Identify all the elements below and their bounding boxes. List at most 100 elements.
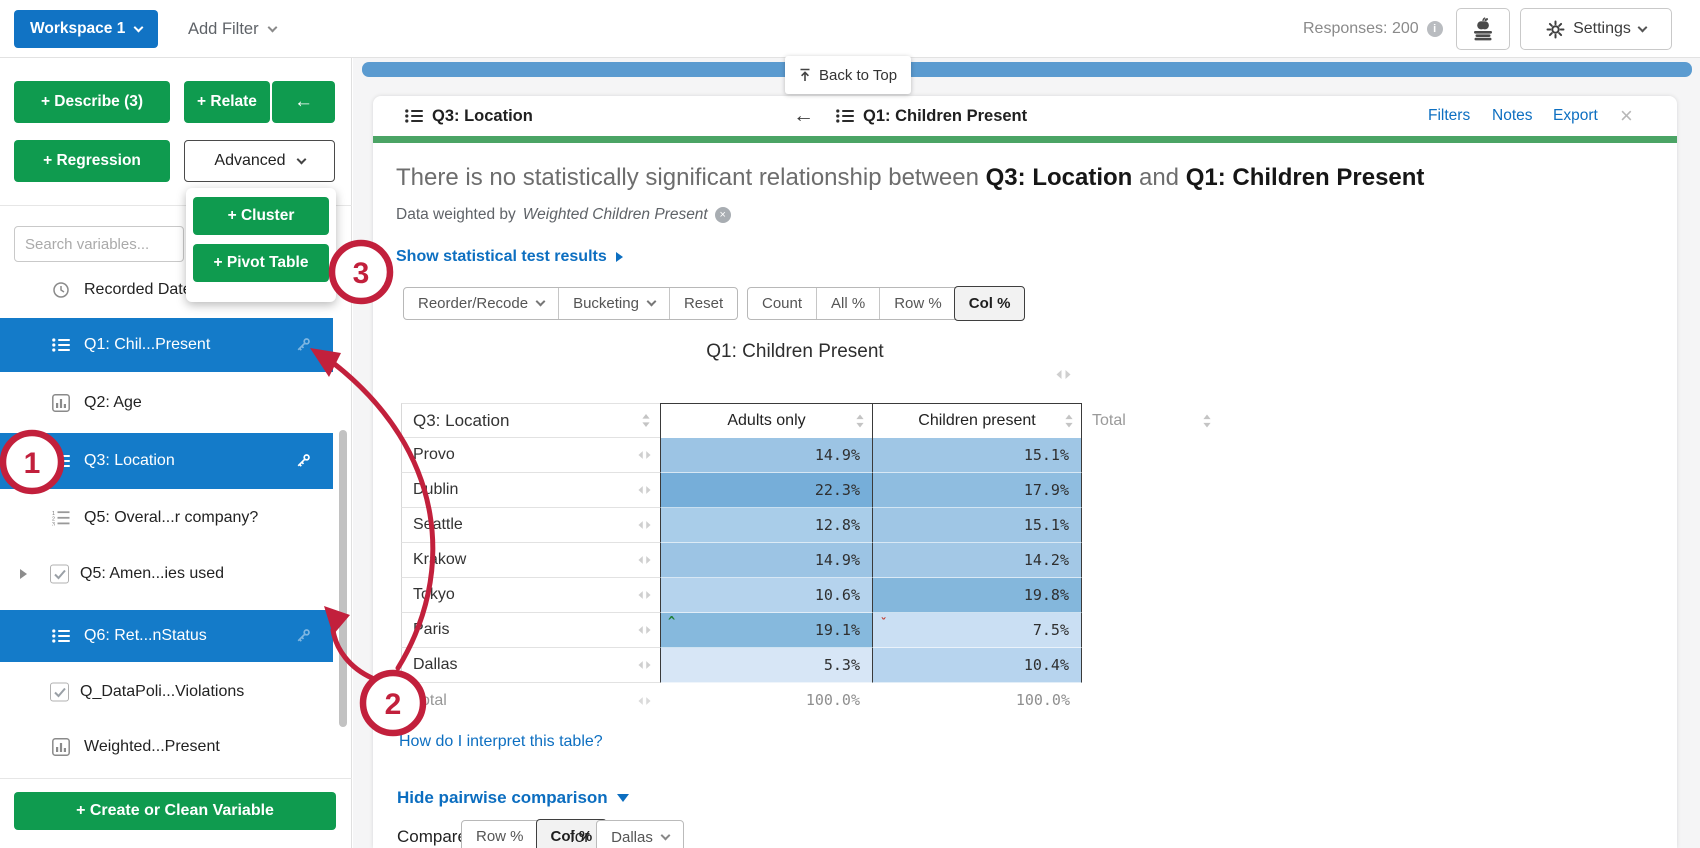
cell-value: 15.1% — [872, 438, 1082, 473]
cell-value: 100.0% — [660, 683, 872, 718]
info-icon[interactable]: i — [1426, 21, 1443, 37]
responses-label: Responses: 200 — [1303, 20, 1419, 37]
back-to-top-label: Back to Top — [819, 66, 898, 84]
compare-label: Compare — [397, 827, 467, 846]
sort-icon[interactable] — [1202, 413, 1212, 428]
workspace-label: Workspace 1 — [30, 20, 126, 37]
row-pager-icon[interactable] — [638, 621, 651, 639]
notes-link[interactable]: Notes — [1492, 107, 1533, 124]
left-variable-label: Q3: Location — [432, 106, 533, 125]
cell-value: 17.9% — [872, 473, 1082, 508]
sidebar-item-q5-amenities[interactable]: Q5: Amen...ies used — [0, 548, 333, 600]
cluster-button[interactable]: + Cluster — [193, 197, 329, 235]
sort-icon[interactable] — [855, 414, 865, 429]
count-mode-button[interactable]: Count — [762, 295, 803, 312]
close-card-button[interactable]: × — [1620, 96, 1633, 136]
compare-col-percent-button[interactable]: Col % — [535, 819, 608, 848]
collapse-sidebar-button[interactable]: ← — [272, 81, 335, 123]
compare-row-percent-button[interactable]: Row % — [476, 828, 524, 845]
advanced-dropdown-menu: + Cluster + Pivot Table — [186, 188, 336, 302]
row-pager-icon[interactable] — [638, 516, 651, 534]
sidebar-scrollbar[interactable] — [339, 430, 347, 727]
row-percent-mode-button[interactable]: Row % — [879, 288, 956, 319]
weighting-note: Data weighted by Weighted Children Prese… — [396, 206, 731, 224]
cell-value: 10.4% — [872, 648, 1082, 683]
filters-link[interactable]: Filters — [1428, 107, 1471, 124]
sidebar-item-recorded-date[interactable]: Recorded Date — [0, 264, 333, 316]
chevron-down-icon — [267, 22, 278, 32]
sidebar-item-q3-location[interactable]: Q3: Location — [0, 433, 333, 489]
sidebar-item-q2-age[interactable]: Q2: Age — [0, 376, 333, 429]
workspace-button[interactable]: Workspace 1 — [14, 10, 159, 48]
svg-text:2: 2 — [52, 517, 55, 523]
checkbox-icon[interactable] — [50, 564, 69, 584]
card-right-variable: Q1: Children Present — [836, 96, 1027, 136]
search-input[interactable] — [14, 226, 184, 262]
relate-button[interactable]: + Relate — [184, 81, 270, 123]
sort-icon[interactable] — [1064, 414, 1074, 429]
add-filter-label: Add Filter — [188, 19, 259, 38]
col-percent-mode-button[interactable]: Col % — [953, 286, 1026, 321]
swap-variables-control[interactable]: ← — [793, 96, 814, 136]
remove-weight-icon[interactable]: × — [714, 207, 731, 223]
hide-pairwise-link[interactable]: Hide pairwise comparison — [397, 788, 629, 808]
key-icon[interactable] — [295, 628, 311, 644]
row-label: Krakow — [413, 551, 467, 568]
key-icon[interactable] — [295, 453, 311, 469]
arrow-left-icon: ← — [294, 91, 313, 112]
cell-value: 5.3% — [660, 648, 872, 683]
row-label: Dublin — [413, 481, 459, 498]
table-total-row: Total 100.0% 100.0% — [401, 683, 1240, 718]
table-row: Seattle 12.8% 15.1% — [401, 508, 1240, 543]
expand-caret-icon[interactable] — [20, 569, 27, 579]
sidebar-item-q1-children-present[interactable]: Q1: Chil...Present — [0, 318, 333, 372]
cell-value: 15.1% — [872, 508, 1082, 543]
export-link[interactable]: Export — [1553, 107, 1598, 124]
card-accent-bar — [373, 136, 1677, 143]
table-row: Provo 14.9% 15.1% — [401, 438, 1240, 473]
add-filter-button[interactable]: Add Filter — [188, 0, 278, 58]
row-pager-icon[interactable] — [638, 692, 651, 710]
sidebar-item-q6-return-status[interactable]: Q6: Ret...nStatus — [0, 610, 333, 662]
row-pager-icon[interactable] — [638, 481, 651, 499]
row-label: Dallas — [413, 656, 458, 673]
row-pager-icon[interactable] — [638, 446, 651, 464]
back-to-top-button[interactable]: Back to Top — [785, 56, 912, 94]
sidebar-item-weighted-children-present[interactable]: Weighted...Present — [0, 721, 333, 773]
bucketing-button[interactable]: Bucketing — [558, 288, 669, 319]
learning-library-button[interactable] — [1456, 8, 1510, 50]
row-pager-icon[interactable] — [638, 656, 651, 674]
describe-button[interactable]: + Describe (3) — [14, 81, 170, 123]
interpret-table-link[interactable]: How do I interpret this table? — [399, 733, 603, 750]
list-icon — [52, 629, 70, 643]
show-statistical-results-link[interactable]: Show statistical test results — [396, 248, 623, 266]
row-pager-icon[interactable] — [638, 586, 651, 604]
for-label: for — [570, 827, 590, 846]
table-column-variable-title: Q1: Children Present — [706, 341, 884, 362]
column-pager-icon[interactable] — [1056, 370, 1071, 379]
sidebar-item-q-datapolicy-violations[interactable]: Q_DataPoli...Violations — [0, 666, 333, 718]
chevron-down-icon — [133, 22, 144, 32]
apple-books-icon — [1470, 16, 1496, 42]
row-pager-icon[interactable] — [638, 551, 651, 569]
regression-button[interactable]: + Regression — [14, 140, 170, 182]
recode-toolbar: Reorder/Recode Bucketing Reset — [403, 287, 739, 320]
key-icon[interactable] — [295, 337, 311, 353]
all-percent-mode-button[interactable]: All % — [816, 288, 879, 319]
reset-button[interactable]: Reset — [668, 288, 737, 319]
advanced-dropdown-button[interactable]: Advanced — [184, 140, 335, 182]
pivot-table-button[interactable]: + Pivot Table — [193, 244, 329, 282]
cell-value: 14.9% — [660, 438, 872, 473]
compare-city-select[interactable]: Dallas — [596, 820, 684, 848]
result-headline: There is no statistically significant re… — [396, 164, 1425, 191]
sort-icon[interactable] — [641, 413, 651, 428]
right-variable-label: Q1: Children Present — [863, 106, 1028, 125]
responses-count: Responses: 200 i — [1303, 0, 1443, 58]
create-or-clean-variable-button[interactable]: + Create or Clean Variable — [14, 792, 336, 830]
variables-sidebar: + Describe (3) + Relate ← + Regression A… — [0, 58, 352, 848]
settings-button[interactable]: Settings — [1520, 8, 1672, 50]
checkbox-icon[interactable] — [50, 682, 69, 702]
reorder-recode-button[interactable]: Reorder/Recode — [404, 288, 558, 319]
